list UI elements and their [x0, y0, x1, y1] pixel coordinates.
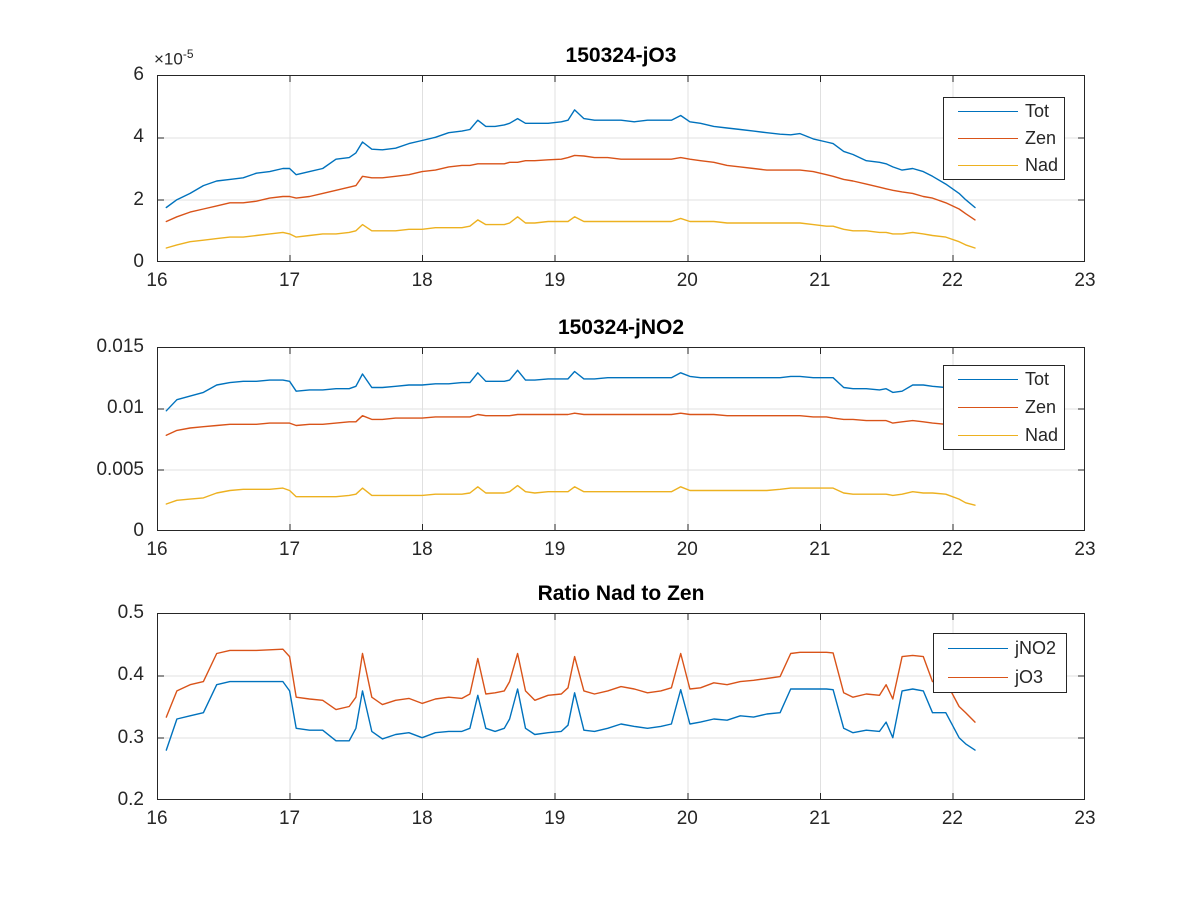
x-tick-label: 18: [411, 539, 433, 560]
x-tick-label: 20: [676, 808, 698, 829]
y-tick-label: 6: [133, 64, 144, 85]
x-tick-label: 23: [1074, 808, 1096, 829]
series-line-Tot: [165, 109, 976, 209]
x-tick-label: 22: [941, 808, 963, 829]
axes-ratio: Ratio Nad to Zen jNO2 jO3 16 17 18 19 20 21 22…: [118, 582, 1096, 829]
legend-item-nad: Nad: [944, 425, 1064, 446]
legend-jno2: Tot Zen Nad: [943, 365, 1065, 450]
legend-line-sample: [958, 379, 1018, 381]
legend-line-sample: [958, 138, 1018, 139]
axes-frame: [157, 75, 1085, 262]
x-tick-label: 23: [1074, 539, 1096, 560]
legend-label: Zen: [1025, 396, 1057, 417]
legend-item-tot: Tot: [944, 101, 1064, 122]
series-line-Tot: [165, 369, 976, 412]
x-tick-label: 22: [941, 270, 963, 291]
x-tick-label: 21: [809, 270, 831, 291]
legend-line-sample: [958, 165, 1018, 166]
y-tick-label: 0.5: [117, 602, 144, 623]
y-tick-label: 4: [133, 126, 144, 148]
x-tick-label: 17: [278, 808, 301, 829]
exponent-base: ×10: [154, 49, 183, 69]
y-tick-label: 0.3: [117, 726, 144, 748]
axes-frame: [157, 613, 1085, 800]
legend-item-jno2: jNO2: [934, 638, 1066, 659]
legend-ratio: jNO2 jO3: [933, 633, 1067, 693]
x-tick-label: 18: [411, 270, 433, 291]
x-tick-label: 23: [1074, 270, 1096, 291]
x-tick-label: 22: [941, 539, 963, 560]
legend-label: jO3: [1015, 667, 1044, 687]
chart-title-ratio: Ratio Nad to Zen: [537, 582, 705, 605]
x-tick-label: 19: [544, 270, 566, 291]
x-tick-label: 17: [278, 270, 301, 291]
x-tick-label: 18: [411, 808, 433, 829]
y-tick-label: 0.015: [96, 336, 144, 357]
axes-jno2: 150324-jNO2 Tot Zen Nad 16 17 18 19 20 21 22 23…: [96, 316, 1095, 560]
legend-item-jo3: jO3: [934, 667, 1066, 688]
legend-item-zen: Zen: [944, 397, 1064, 418]
plot-area-jno2: [157, 347, 1085, 531]
y-tick-label: 0: [133, 251, 144, 272]
y-tick-label: 0: [133, 520, 144, 541]
legend-item-tot: Tot: [944, 369, 1064, 390]
series-line-Zen: [165, 154, 976, 223]
legend-line-sample: [958, 434, 1018, 436]
x-tick-label: 20: [676, 270, 698, 291]
axes-jo3: 150324-jO3 ×10-5 Tot Zen Nad 16 17 18 19 20 2…: [133, 44, 1095, 291]
legend-label: Nad: [1025, 424, 1059, 445]
chart-title-jno2: 150324-jNO2: [557, 316, 685, 339]
x-tick-label: 21: [809, 808, 831, 829]
y-tick-label: 2: [133, 188, 144, 210]
legend-item-zen: Zen: [944, 128, 1064, 149]
legend-item-nad: Nad: [944, 155, 1064, 176]
x-tick-label: 19: [544, 808, 566, 829]
series-line-jNO2: [165, 680, 976, 751]
y-tick-label: 0.01: [107, 397, 144, 419]
legend-label: jNO2: [1015, 638, 1057, 658]
legend-line-sample: [948, 648, 1008, 649]
x-tick-label: 16: [146, 808, 168, 829]
legend-label: Nad: [1025, 155, 1059, 175]
series-line-Zen: [165, 412, 976, 437]
legend-jo3: Tot Zen Nad: [943, 97, 1065, 180]
y-tick-label: 0.4: [117, 664, 144, 686]
x-tick-label: 16: [146, 539, 168, 560]
x-tick-label: 19: [544, 539, 566, 560]
y-tick-label: 0.005: [96, 458, 144, 480]
series-line-jO3: [165, 648, 976, 723]
x-tick-label: 17: [278, 539, 301, 560]
legend-line-sample: [958, 111, 1018, 112]
plot-area-ratio: [157, 613, 1085, 800]
x-tick-label: 21: [809, 539, 831, 560]
axes-frame: [157, 347, 1085, 531]
x-tick-label: 16: [146, 270, 168, 291]
series-line-Nad: [165, 216, 976, 249]
chart-title-jo3: 150324-jO3: [565, 44, 677, 67]
y-axis-exponent-label: ×10-5: [154, 47, 194, 70]
y-tick-label: 0.2: [117, 789, 144, 810]
series-line-Nad: [165, 484, 976, 506]
exponent-power: -5: [182, 47, 194, 61]
legend-line-sample: [958, 406, 1018, 408]
legend-label: Tot: [1025, 369, 1050, 390]
legend-label: Zen: [1025, 128, 1057, 148]
legend-label: Tot: [1025, 101, 1050, 121]
x-tick-label: 20: [676, 539, 698, 560]
legend-line-sample: [948, 677, 1008, 678]
